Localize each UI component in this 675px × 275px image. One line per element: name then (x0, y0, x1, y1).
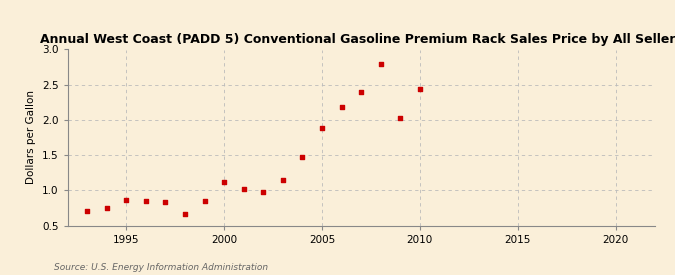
Y-axis label: Dollars per Gallon: Dollars per Gallon (26, 90, 36, 185)
Point (375, 61, 386, 66)
Title: Annual West Coast (PADD 5) Conventional Gasoline Premium Rack Sales Price by All: Annual West Coast (PADD 5) Conventional … (40, 32, 675, 46)
Point (277, 178, 288, 182)
Point (395, 116, 406, 120)
Point (121, 198, 132, 202)
Text: Source: U.S. Energy Information Administration: Source: U.S. Energy Information Administ… (54, 263, 268, 272)
Point (180, 211, 190, 216)
Point (160, 199, 171, 204)
Point (356, 90, 367, 94)
Point (101, 206, 112, 210)
Point (297, 154, 308, 159)
Point (238, 187, 249, 191)
Point (414, 87, 425, 91)
Point (258, 190, 269, 195)
Point (82, 209, 92, 214)
Point (219, 180, 230, 184)
Point (140, 199, 151, 203)
Point (317, 126, 327, 131)
Point (199, 199, 210, 203)
Point (336, 104, 347, 109)
